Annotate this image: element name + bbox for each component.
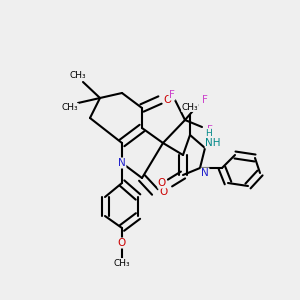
Text: O: O (164, 95, 172, 105)
Text: N: N (118, 158, 126, 168)
Text: O: O (158, 178, 166, 188)
Text: CH₃: CH₃ (114, 259, 130, 268)
Text: CH₃: CH₃ (70, 70, 86, 80)
Text: CH₃: CH₃ (182, 103, 198, 112)
Text: F: F (207, 125, 213, 135)
Text: NH: NH (205, 138, 221, 148)
Text: F: F (169, 90, 175, 100)
Text: H: H (205, 128, 212, 137)
Text: CH₃: CH₃ (62, 103, 78, 112)
Text: O: O (159, 187, 167, 197)
Text: O: O (118, 238, 126, 248)
Text: N: N (201, 168, 209, 178)
Text: F: F (202, 95, 208, 105)
